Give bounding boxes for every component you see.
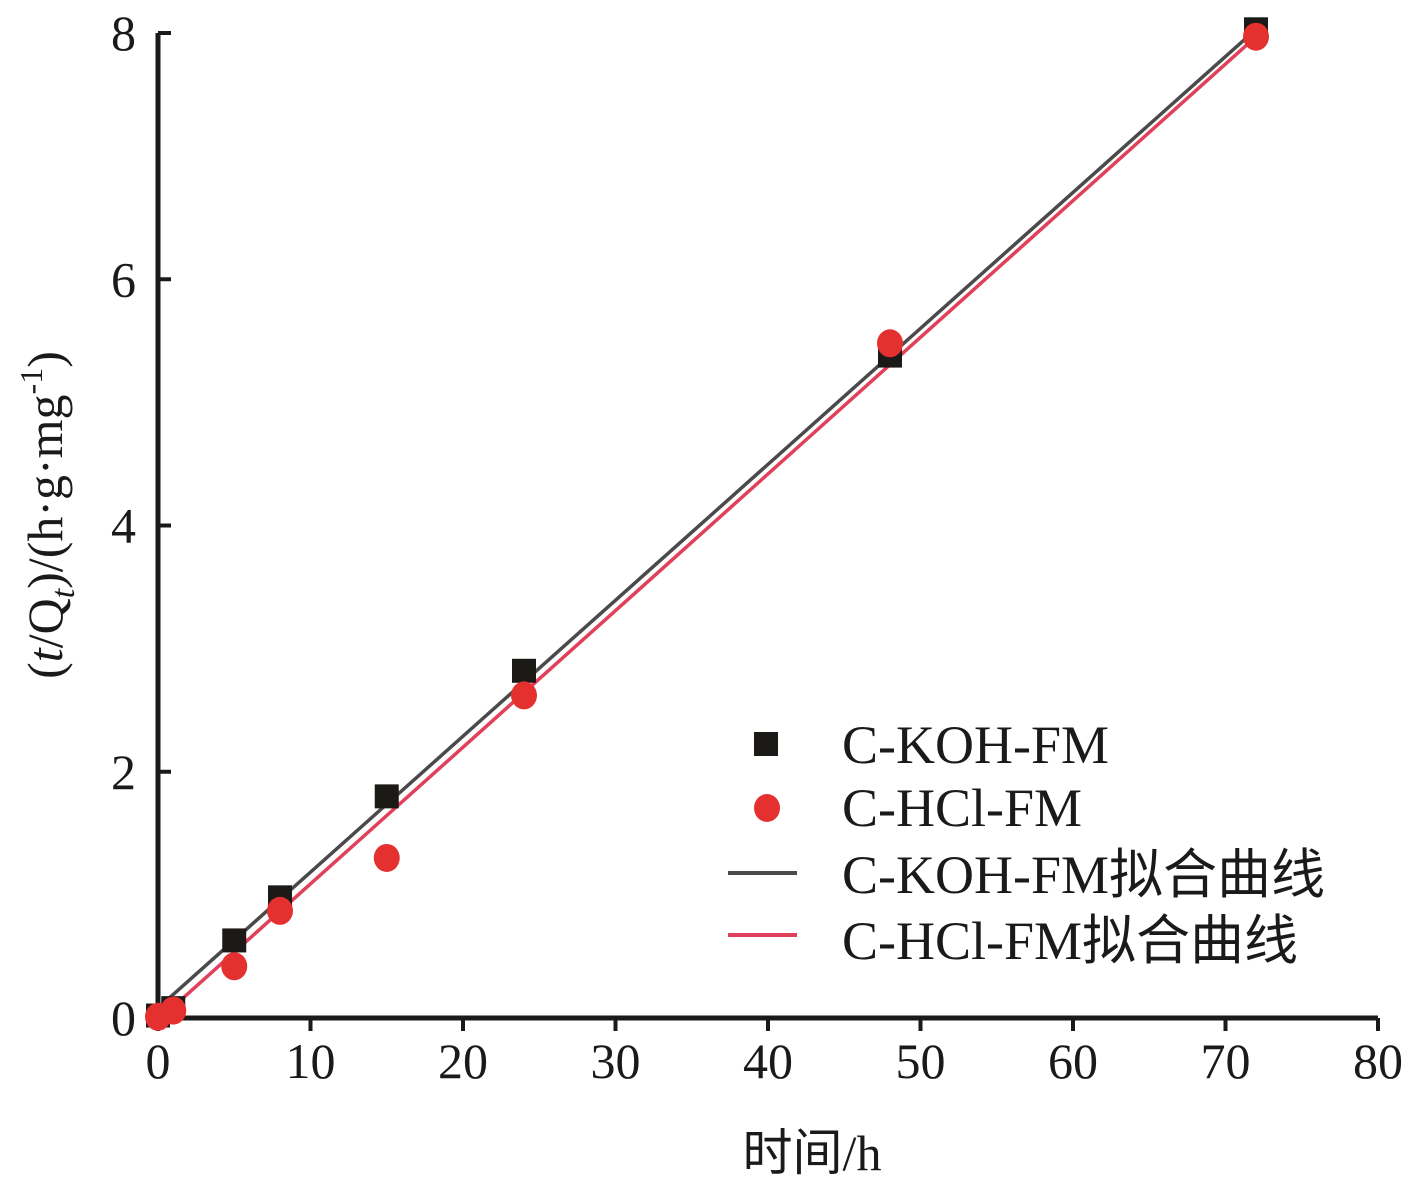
fit-lines: [156, 27, 1258, 1022]
x-tick-label: 0: [146, 1033, 171, 1089]
legend-label-hcl: C-HCl-FM: [842, 778, 1082, 838]
x-tick-label: 70: [1201, 1033, 1251, 1089]
y-tick-label: 8: [111, 5, 136, 61]
point-circle: [267, 896, 293, 925]
axes: 0 10 20 30 40 50 60 70 80 0 2 4 6 8: [111, 5, 1403, 1089]
point-circle: [373, 843, 400, 872]
x-tick-label: 40: [743, 1033, 793, 1089]
point-circle: [1243, 22, 1269, 51]
y-tick-label: 2: [111, 744, 136, 800]
legend-label-koh-fit: C-KOH-FM拟合曲线: [842, 845, 1325, 905]
x-tick-label: 10: [286, 1033, 336, 1089]
legend-marker-square: [754, 732, 778, 756]
y-axis-title: (t/Qt)/(h·g·mg-1): [13, 351, 82, 679]
x-axis-title: 时间/h: [743, 1125, 882, 1181]
point-square: [374, 784, 399, 809]
fit-line-2: [156, 27, 1258, 1010]
x-tick-label: 80: [1353, 1033, 1403, 1089]
legend-label-hcl-fit: C-HCl-FM拟合曲线: [842, 911, 1298, 971]
y-tick-label: 6: [111, 251, 136, 307]
legend: C-KOH-FM C-HCl-FM C-KOH-FM拟合曲线 C-HCl-FM拟…: [728, 715, 1325, 971]
x-tick-label: 20: [438, 1033, 488, 1089]
x-tick-label: 50: [896, 1033, 946, 1089]
legend-label-koh: C-KOH-FM: [842, 715, 1109, 775]
point-square: [512, 658, 536, 683]
x-tick-label: 60: [1048, 1033, 1098, 1089]
point-circle: [160, 996, 187, 1025]
legend-marker-circle: [754, 794, 780, 822]
fit-line-3: [156, 35, 1258, 1022]
data-points: [145, 17, 1269, 1031]
point-circle: [877, 329, 903, 358]
x-tick-label: 30: [591, 1033, 641, 1089]
y-tick-label: 0: [111, 990, 136, 1046]
point-square: [222, 928, 247, 953]
point-circle: [511, 681, 537, 710]
y-tick-label: 4: [111, 498, 136, 554]
point-circle: [221, 952, 248, 981]
